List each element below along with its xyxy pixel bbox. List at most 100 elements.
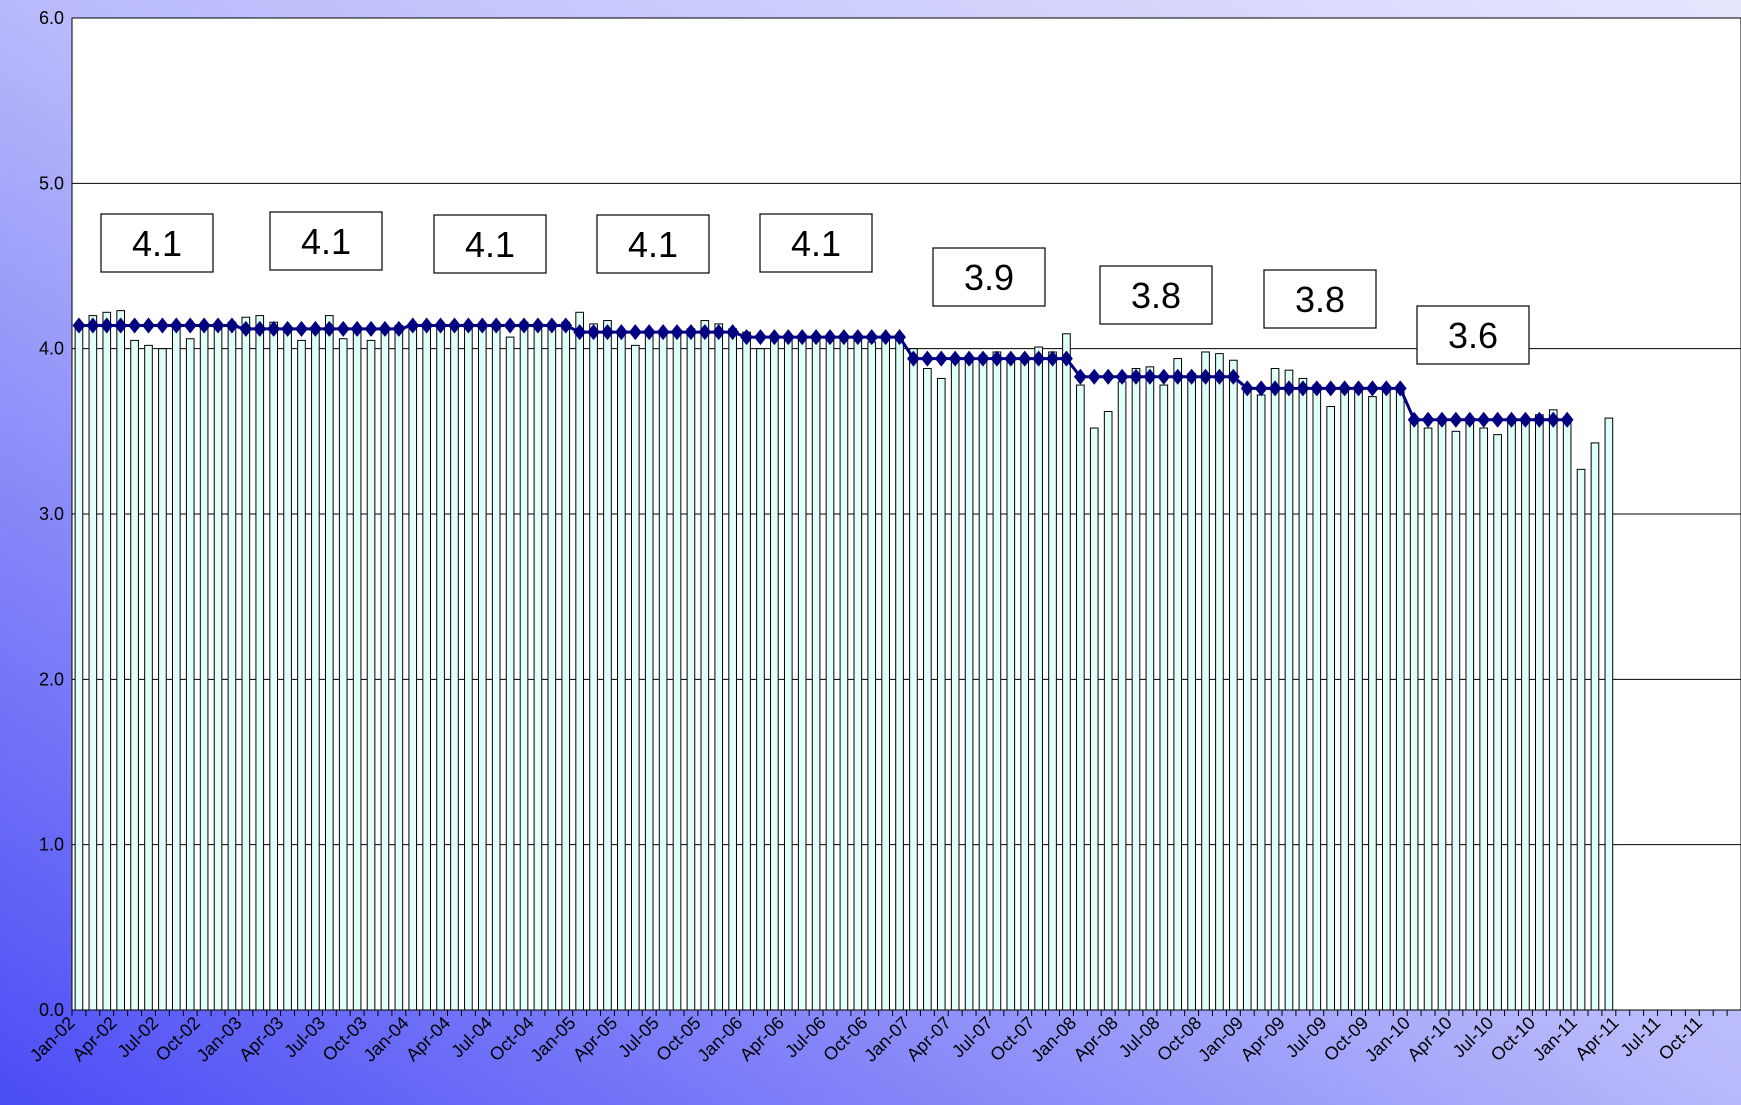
line-marker bbox=[628, 324, 642, 341]
line-marker bbox=[1519, 411, 1532, 428]
line-marker bbox=[823, 329, 837, 346]
bar bbox=[450, 323, 459, 1011]
line-marker bbox=[656, 324, 670, 341]
bar bbox=[1062, 333, 1071, 1011]
bar bbox=[1326, 406, 1336, 1011]
bar bbox=[255, 315, 265, 1011]
line-marker bbox=[1004, 350, 1018, 367]
bar bbox=[491, 325, 501, 1011]
bar bbox=[923, 368, 932, 1011]
bar bbox=[1173, 358, 1183, 1011]
line-marker bbox=[837, 329, 851, 346]
line-marker bbox=[1407, 411, 1421, 428]
bar bbox=[547, 325, 557, 1011]
bar bbox=[477, 323, 487, 1011]
bar bbox=[227, 321, 237, 1011]
line-marker bbox=[1046, 350, 1059, 367]
bar bbox=[1590, 442, 1600, 1011]
line-marker bbox=[475, 317, 489, 334]
bar bbox=[950, 356, 960, 1011]
bar bbox=[881, 338, 890, 1011]
line-marker bbox=[573, 324, 587, 341]
bar bbox=[1034, 346, 1043, 1011]
line-marker bbox=[156, 317, 169, 334]
line-marker bbox=[1421, 411, 1435, 428]
bar bbox=[505, 336, 515, 1011]
bar bbox=[964, 358, 974, 1011]
line-marker bbox=[1115, 368, 1129, 385]
y-tick-label: 5.0 bbox=[39, 173, 64, 193]
bar bbox=[1256, 394, 1266, 1011]
line-marker bbox=[795, 329, 809, 346]
bar bbox=[630, 344, 640, 1011]
bar bbox=[311, 328, 320, 1011]
bar bbox=[1409, 422, 1419, 1011]
line-marker bbox=[740, 329, 753, 346]
annotation-box bbox=[759, 213, 873, 273]
bar bbox=[408, 328, 418, 1011]
annotation-box bbox=[932, 247, 1046, 307]
bar bbox=[88, 315, 98, 1011]
bar bbox=[436, 328, 445, 1011]
line-marker bbox=[253, 320, 267, 337]
bar bbox=[936, 377, 946, 1011]
annotation-box bbox=[1263, 269, 1377, 329]
bar bbox=[338, 338, 348, 1011]
line-marker bbox=[448, 317, 461, 334]
line-marker bbox=[1268, 380, 1282, 397]
line-marker bbox=[517, 317, 531, 334]
bar bbox=[533, 323, 543, 1011]
bar bbox=[1576, 468, 1586, 1011]
bar bbox=[811, 339, 821, 1011]
bar bbox=[352, 326, 362, 1011]
bar bbox=[324, 315, 334, 1011]
line-marker bbox=[948, 350, 962, 367]
bar bbox=[144, 344, 153, 1011]
line-marker bbox=[239, 320, 253, 337]
annotation-box bbox=[1099, 265, 1213, 325]
line-marker bbox=[1477, 411, 1491, 428]
bar bbox=[1354, 391, 1363, 1011]
line-marker bbox=[907, 350, 920, 367]
line-marker bbox=[962, 350, 976, 367]
line-marker bbox=[587, 324, 600, 341]
line-marker bbox=[1546, 411, 1560, 428]
bar bbox=[1117, 381, 1127, 1011]
line-marker bbox=[1101, 368, 1115, 385]
bar bbox=[909, 348, 918, 1011]
annotation: 4.1 bbox=[628, 224, 678, 265]
bar bbox=[867, 341, 877, 1011]
bar bbox=[700, 320, 710, 1011]
line-marker bbox=[434, 317, 447, 334]
bar bbox=[158, 348, 167, 1011]
bar bbox=[1284, 369, 1294, 1011]
bar bbox=[1215, 353, 1224, 1011]
line-marker bbox=[1199, 368, 1212, 385]
line-marker bbox=[559, 317, 573, 334]
annotation-box bbox=[596, 214, 710, 274]
bar bbox=[617, 331, 626, 1011]
bar bbox=[1437, 422, 1447, 1011]
line-marker bbox=[128, 317, 141, 334]
line-marker bbox=[142, 317, 155, 334]
bar bbox=[1089, 427, 1099, 1011]
bar bbox=[1604, 417, 1614, 1011]
bar bbox=[241, 316, 251, 1011]
line-marker bbox=[197, 317, 211, 334]
line-marker bbox=[1366, 380, 1379, 397]
y-tick-label: 1.0 bbox=[39, 835, 64, 855]
line-marker bbox=[545, 317, 559, 334]
bar bbox=[185, 338, 195, 1011]
line-marker bbox=[267, 320, 281, 337]
line-marker bbox=[1393, 380, 1407, 397]
line-marker bbox=[920, 350, 934, 367]
bar bbox=[1382, 389, 1391, 1011]
line-marker bbox=[86, 317, 100, 334]
bar bbox=[1368, 396, 1377, 1011]
bar bbox=[380, 328, 390, 1011]
annotation-box bbox=[100, 213, 214, 273]
bar bbox=[978, 354, 988, 1011]
bar bbox=[422, 325, 431, 1011]
bar bbox=[1312, 384, 1322, 1011]
